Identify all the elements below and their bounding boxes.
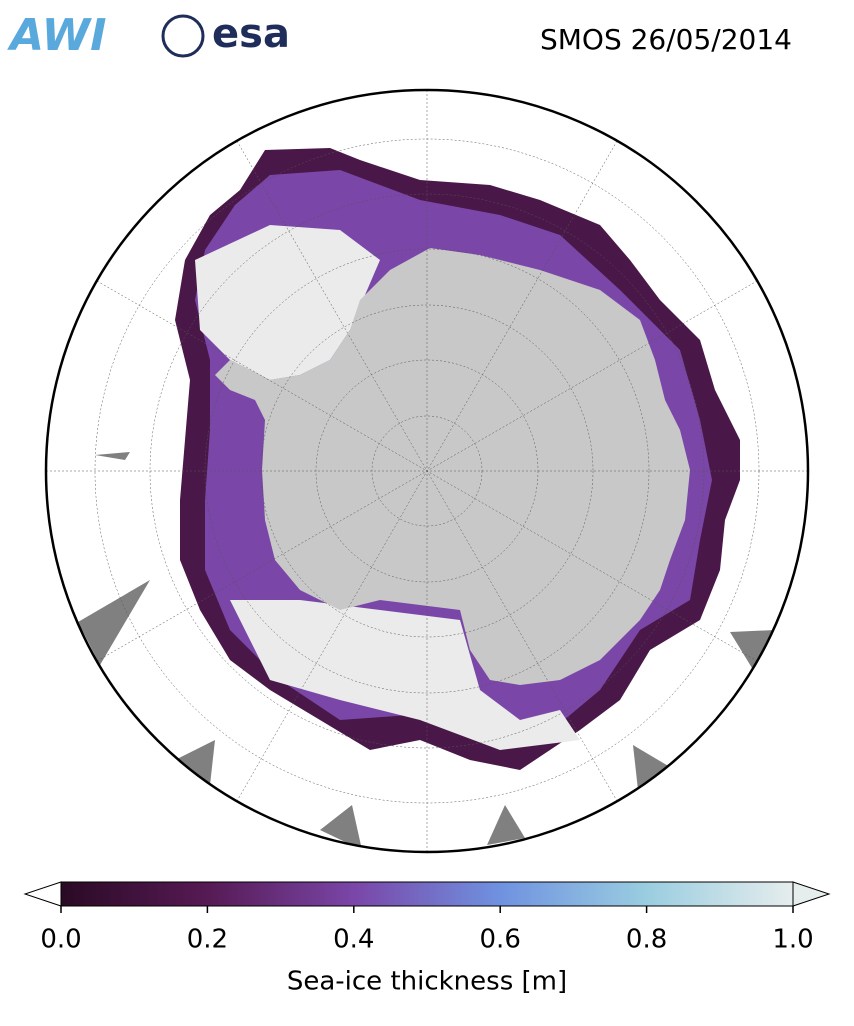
map-boundary: [44, 88, 810, 854]
masked-areas: [78, 452, 775, 850]
awi-logo: AWI: [7, 10, 107, 61]
colorbar-tick-label: 0.2: [187, 925, 228, 955]
colorbar-tick-label: 0.4: [333, 925, 374, 955]
colorbar-extend-min: [23, 881, 62, 907]
colorbar-extend-max: [792, 881, 831, 907]
map: [46, 90, 808, 852]
colorbar-tick-label: 0.6: [480, 925, 521, 955]
sea-ice-thick-weddell: [195, 225, 380, 380]
graticule: [46, 90, 808, 852]
esa-logo: esa: [212, 11, 290, 57]
sea-ice-thick-ross: [230, 600, 580, 750]
colorbar-tick-label: 0.8: [626, 925, 667, 955]
antarctica: [215, 248, 690, 685]
colorbar: [23, 881, 831, 913]
colorbar-label: Sea-ice thickness [m]: [287, 967, 567, 997]
esa-emblem: [161, 14, 205, 58]
title: SMOS 26/05/2014: [540, 23, 792, 56]
colorbar-body: [60, 881, 794, 907]
colorbar-tick-label: 1.0: [772, 925, 813, 955]
colorbar-tick-label: 0.0: [40, 925, 81, 955]
